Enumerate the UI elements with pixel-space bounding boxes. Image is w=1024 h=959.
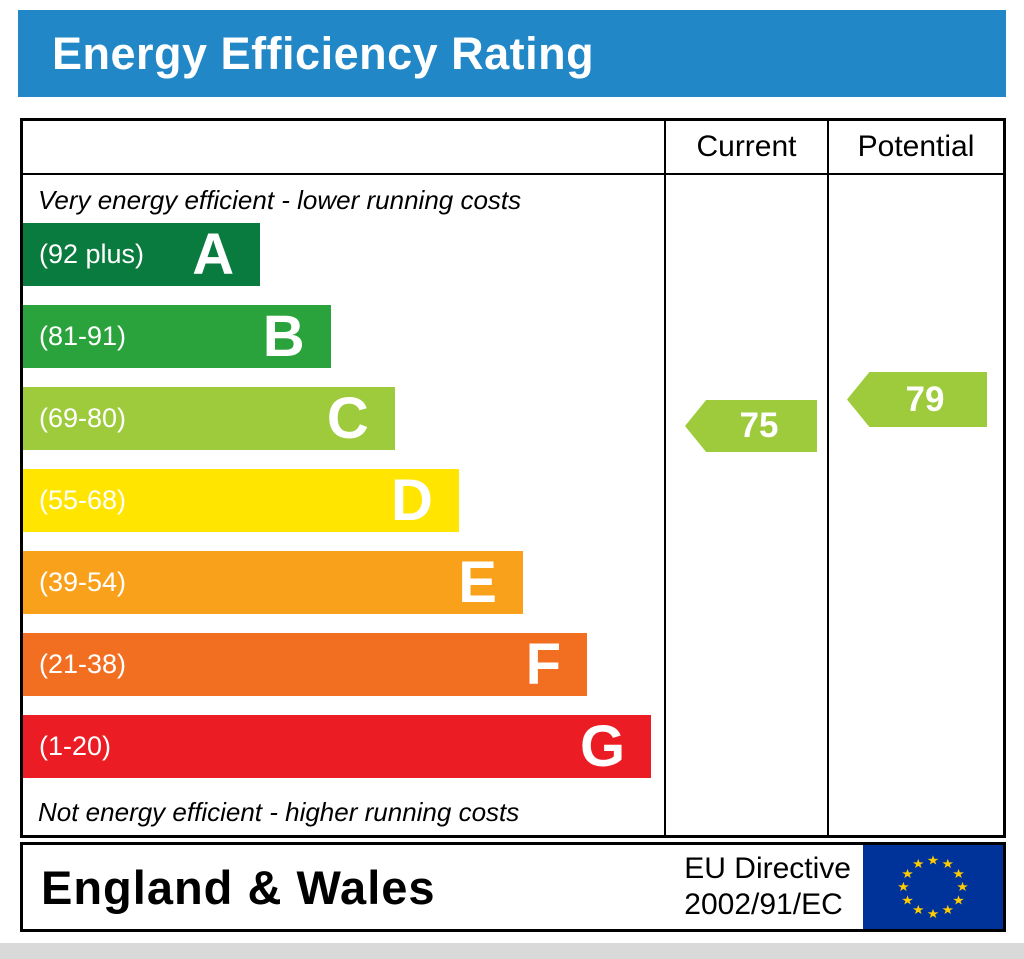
page-title: Energy Efficiency Rating (52, 27, 595, 79)
band-range-g: (1-20) (39, 731, 112, 761)
page-bottom-strip (0, 943, 1024, 959)
top-note: Very energy efficient - lower running co… (38, 185, 522, 215)
band-range-f: (21-38) (39, 649, 127, 679)
svg-text:★: ★ (942, 858, 955, 872)
svg-text:★: ★ (956, 881, 969, 895)
band-letter-g: G (580, 713, 626, 779)
current-header: Current (666, 121, 827, 175)
svg-text:★: ★ (942, 904, 955, 918)
svg-text:★: ★ (912, 904, 925, 918)
band-bar-f: (21-38) F (23, 631, 588, 697)
region-label: England & Wales (41, 860, 436, 914)
band-letter-a: A (192, 221, 235, 287)
potential-rating-value: 79 (905, 379, 945, 419)
eu-directive-line1: EU Directive (684, 852, 851, 885)
svg-text:★: ★ (901, 894, 914, 908)
current-rating-value: 75 (739, 406, 779, 445)
bands: (92 plus) A (81-91) B (69-80) C (55-68) … (23, 216, 664, 797)
band-bar-e: (39-54) E (23, 551, 523, 614)
svg-text:★: ★ (901, 867, 914, 881)
footer: England & Wales EU Directive 2002/91/EC … (20, 842, 1006, 932)
svg-text:★: ★ (912, 858, 925, 872)
band-letter-f: F (525, 631, 562, 697)
svg-text:★: ★ (952, 894, 965, 908)
band-letter-b: B (262, 303, 305, 369)
band-range-a: (92 plus) (39, 239, 145, 269)
bottom-note: Not energy efficient - higher running co… (38, 797, 520, 827)
bands-column: Very energy efficient - lower running co… (23, 121, 664, 835)
svg-text:★: ★ (927, 854, 940, 868)
title-bar: Energy Efficiency Rating (18, 10, 1006, 97)
potential-rating-arrow: 79 (847, 372, 987, 427)
band-bar-a: (92 plus) A (23, 221, 261, 287)
potential-column: Potential 79 (827, 121, 1003, 835)
band-bar-g: (1-20) G (23, 713, 652, 779)
svg-text:★: ★ (897, 881, 910, 895)
band-range-e: (39-54) (39, 567, 127, 597)
band-letter-e: E (458, 549, 497, 615)
eu-flag-icon: ★ ★ ★ ★ ★ ★ ★ ★ ★ ★ ★ ★ (863, 845, 1003, 929)
band-bar-d: (55-68) D (23, 469, 459, 532)
current-column: Current 75 (664, 121, 827, 835)
svg-text:★: ★ (927, 907, 940, 921)
band-bar-b: (81-91) B (23, 305, 331, 368)
band-range-b: (81-91) (39, 321, 127, 351)
band-bar-c: (69-80) C (23, 387, 395, 450)
band-letter-c: C (326, 385, 369, 451)
eu-directive-line2: 2002/91/EC (684, 888, 843, 921)
potential-header: Potential (829, 121, 1003, 175)
band-range-d: (55-68) (39, 485, 127, 515)
band-letter-d: D (390, 467, 433, 533)
eu-directive-label: EU Directive 2002/91/EC (684, 851, 863, 923)
band-range-c: (69-80) (39, 403, 127, 433)
main-header-spacer (23, 121, 664, 175)
current-rating-arrow: 75 (685, 400, 817, 452)
svg-text:★: ★ (952, 867, 965, 881)
rating-chart: Very energy efficient - lower running co… (20, 118, 1006, 838)
